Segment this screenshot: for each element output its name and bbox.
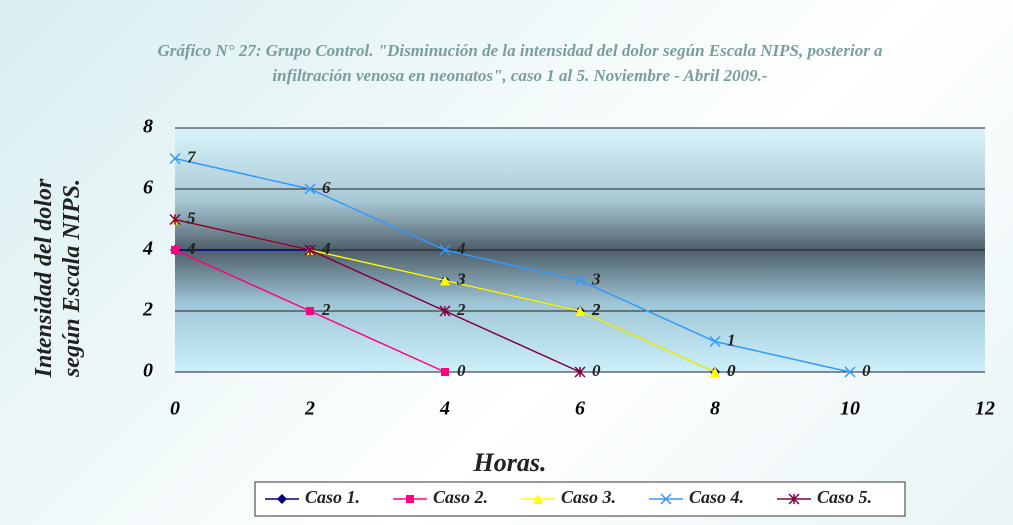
marker (304, 244, 316, 256)
data-label: 4 (456, 239, 466, 258)
legend-label: Caso 4. (689, 487, 744, 507)
data-label: 0 (727, 361, 736, 380)
marker (441, 368, 449, 376)
marker (660, 493, 672, 505)
y-tick-label: 2 (142, 299, 153, 321)
data-label: 7 (187, 147, 197, 166)
legend-label: Caso 5. (817, 487, 872, 507)
marker (439, 305, 451, 317)
data-label: 4 (186, 239, 196, 258)
data-label: 3 (456, 269, 466, 288)
x-tick-label: 10 (840, 398, 860, 420)
legend-label: Caso 2. (433, 487, 488, 507)
marker (788, 493, 800, 505)
data-label: 4 (321, 239, 331, 258)
marker (575, 306, 585, 316)
marker (169, 152, 181, 165)
marker (277, 494, 287, 504)
y-tick-label: 8 (143, 116, 153, 138)
data-label: 2 (591, 300, 601, 319)
data-label: 6 (322, 178, 331, 197)
data-label: 1 (727, 330, 736, 349)
x-tick-label: 4 (439, 398, 450, 420)
series-line (174, 157, 851, 373)
marker (533, 494, 543, 504)
series: 4 2 0 (171, 239, 466, 380)
marker (406, 495, 414, 503)
marker (709, 335, 721, 348)
x-tick-label: 0 (170, 398, 180, 420)
data-label: 2 (456, 300, 466, 319)
data-label: 4 (321, 239, 331, 258)
series-line (174, 218, 581, 373)
data-label: 5 (187, 208, 196, 227)
x-axis-label: Horas. (473, 448, 547, 477)
data-label: 3 (591, 269, 601, 288)
marker (171, 246, 179, 254)
data-label: 3 (456, 269, 466, 288)
marker (169, 213, 181, 226)
marker (574, 274, 586, 287)
series: 5 4 2 0 (169, 208, 601, 380)
data-label: 2 (591, 300, 601, 319)
x-tick-label: 6 (575, 398, 585, 420)
data-label: 2 (321, 300, 331, 319)
data-label: 5 (187, 208, 196, 227)
marker (304, 183, 316, 195)
chart-title: Gráfico N° 27: Grupo Control. "Disminuci… (157, 41, 883, 85)
marker (710, 367, 720, 377)
x-tick-label: 12 (975, 398, 995, 420)
marker (439, 244, 451, 256)
data-label: 0 (592, 361, 601, 380)
marker (844, 366, 856, 378)
data-label: 0 (727, 361, 736, 380)
y-tick-label: 6 (143, 177, 153, 199)
marker (574, 366, 586, 378)
x-tick-label: 8 (710, 398, 720, 420)
y-axis-label: Intensidad del dolor según Escala NIPS. (31, 178, 85, 378)
data-label: 0 (457, 361, 466, 380)
y-tick-label: 0 (143, 360, 153, 382)
legend-label: Caso 3. (561, 487, 616, 507)
legend-label: Caso 1. (305, 487, 360, 507)
y-tick-label: 4 (142, 238, 153, 260)
marker (440, 275, 450, 286)
series: 7 6 4 3 1 0 (169, 147, 871, 380)
data-label: 0 (862, 361, 871, 380)
data-label: 4 (186, 239, 196, 258)
x-tick-label: 2 (304, 398, 315, 420)
data-label: 4 (321, 239, 331, 258)
marker (306, 307, 314, 315)
